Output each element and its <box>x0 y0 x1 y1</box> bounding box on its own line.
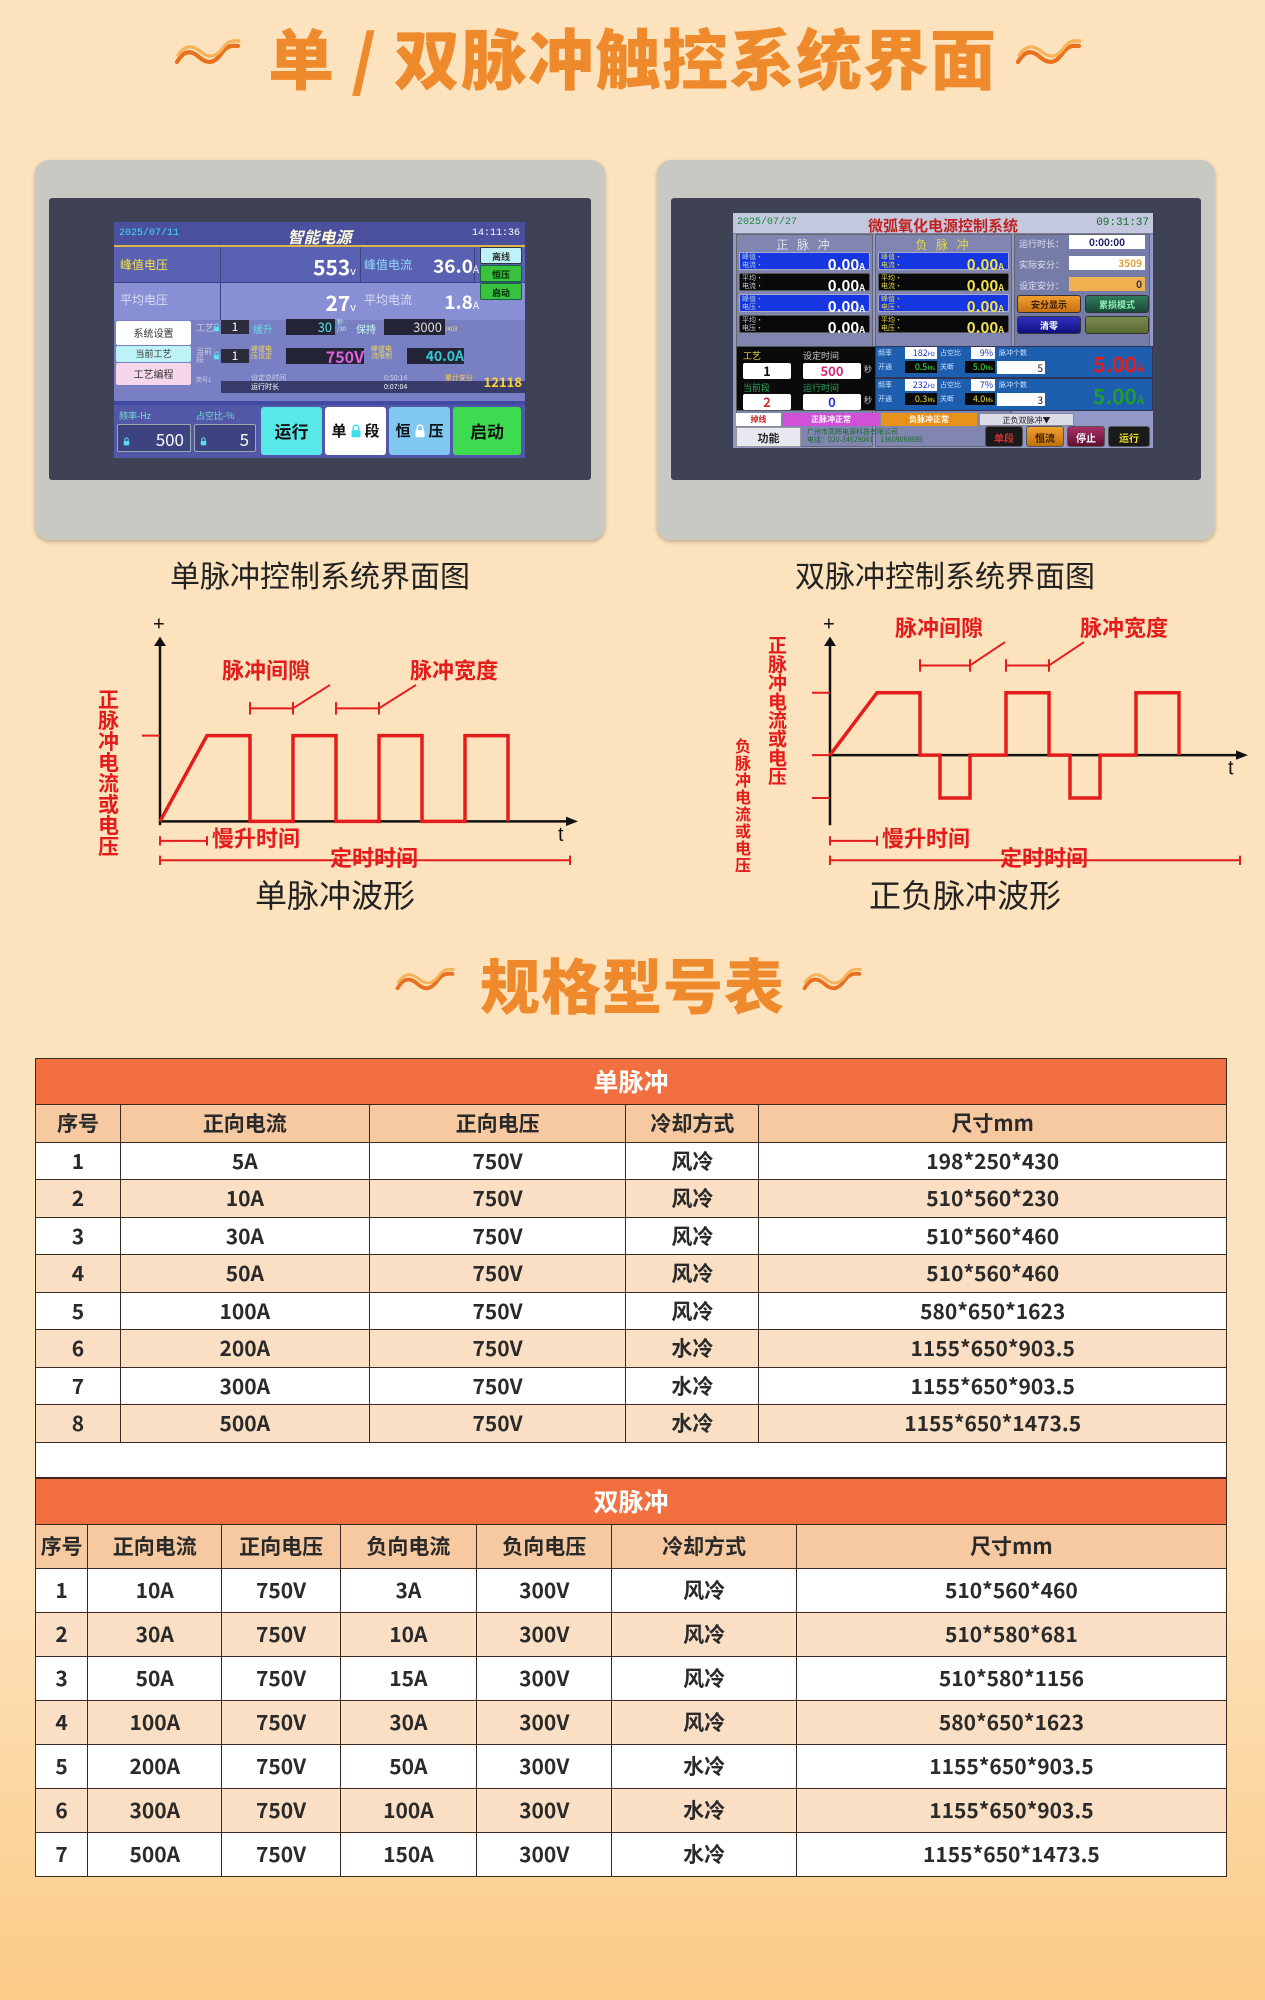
svg-text:定时时间: 定时时间 <box>330 841 418 872</box>
svg-text:+: + <box>823 613 835 635</box>
svg-text:t: t <box>1228 758 1234 780</box>
svg-text:压: 压 <box>98 831 119 861</box>
svg-text:定时时间: 定时时间 <box>1000 841 1088 872</box>
svg-text:脉冲宽度: 脉冲宽度 <box>1080 611 1168 643</box>
svg-text:脉冲间隙: 脉冲间隙 <box>222 654 310 686</box>
svg-text:压: 压 <box>768 762 787 789</box>
svg-text:脉冲间隙: 脉冲间隙 <box>895 611 983 643</box>
svg-text:脉冲宽度: 脉冲宽度 <box>410 654 498 686</box>
svg-text:t: t <box>558 824 564 846</box>
svg-text:压: 压 <box>735 852 751 872</box>
svg-text:+: + <box>153 613 165 635</box>
svg-text:慢升时间: 慢升时间 <box>882 821 970 853</box>
svg-text:慢升时间: 慢升时间 <box>212 821 300 853</box>
